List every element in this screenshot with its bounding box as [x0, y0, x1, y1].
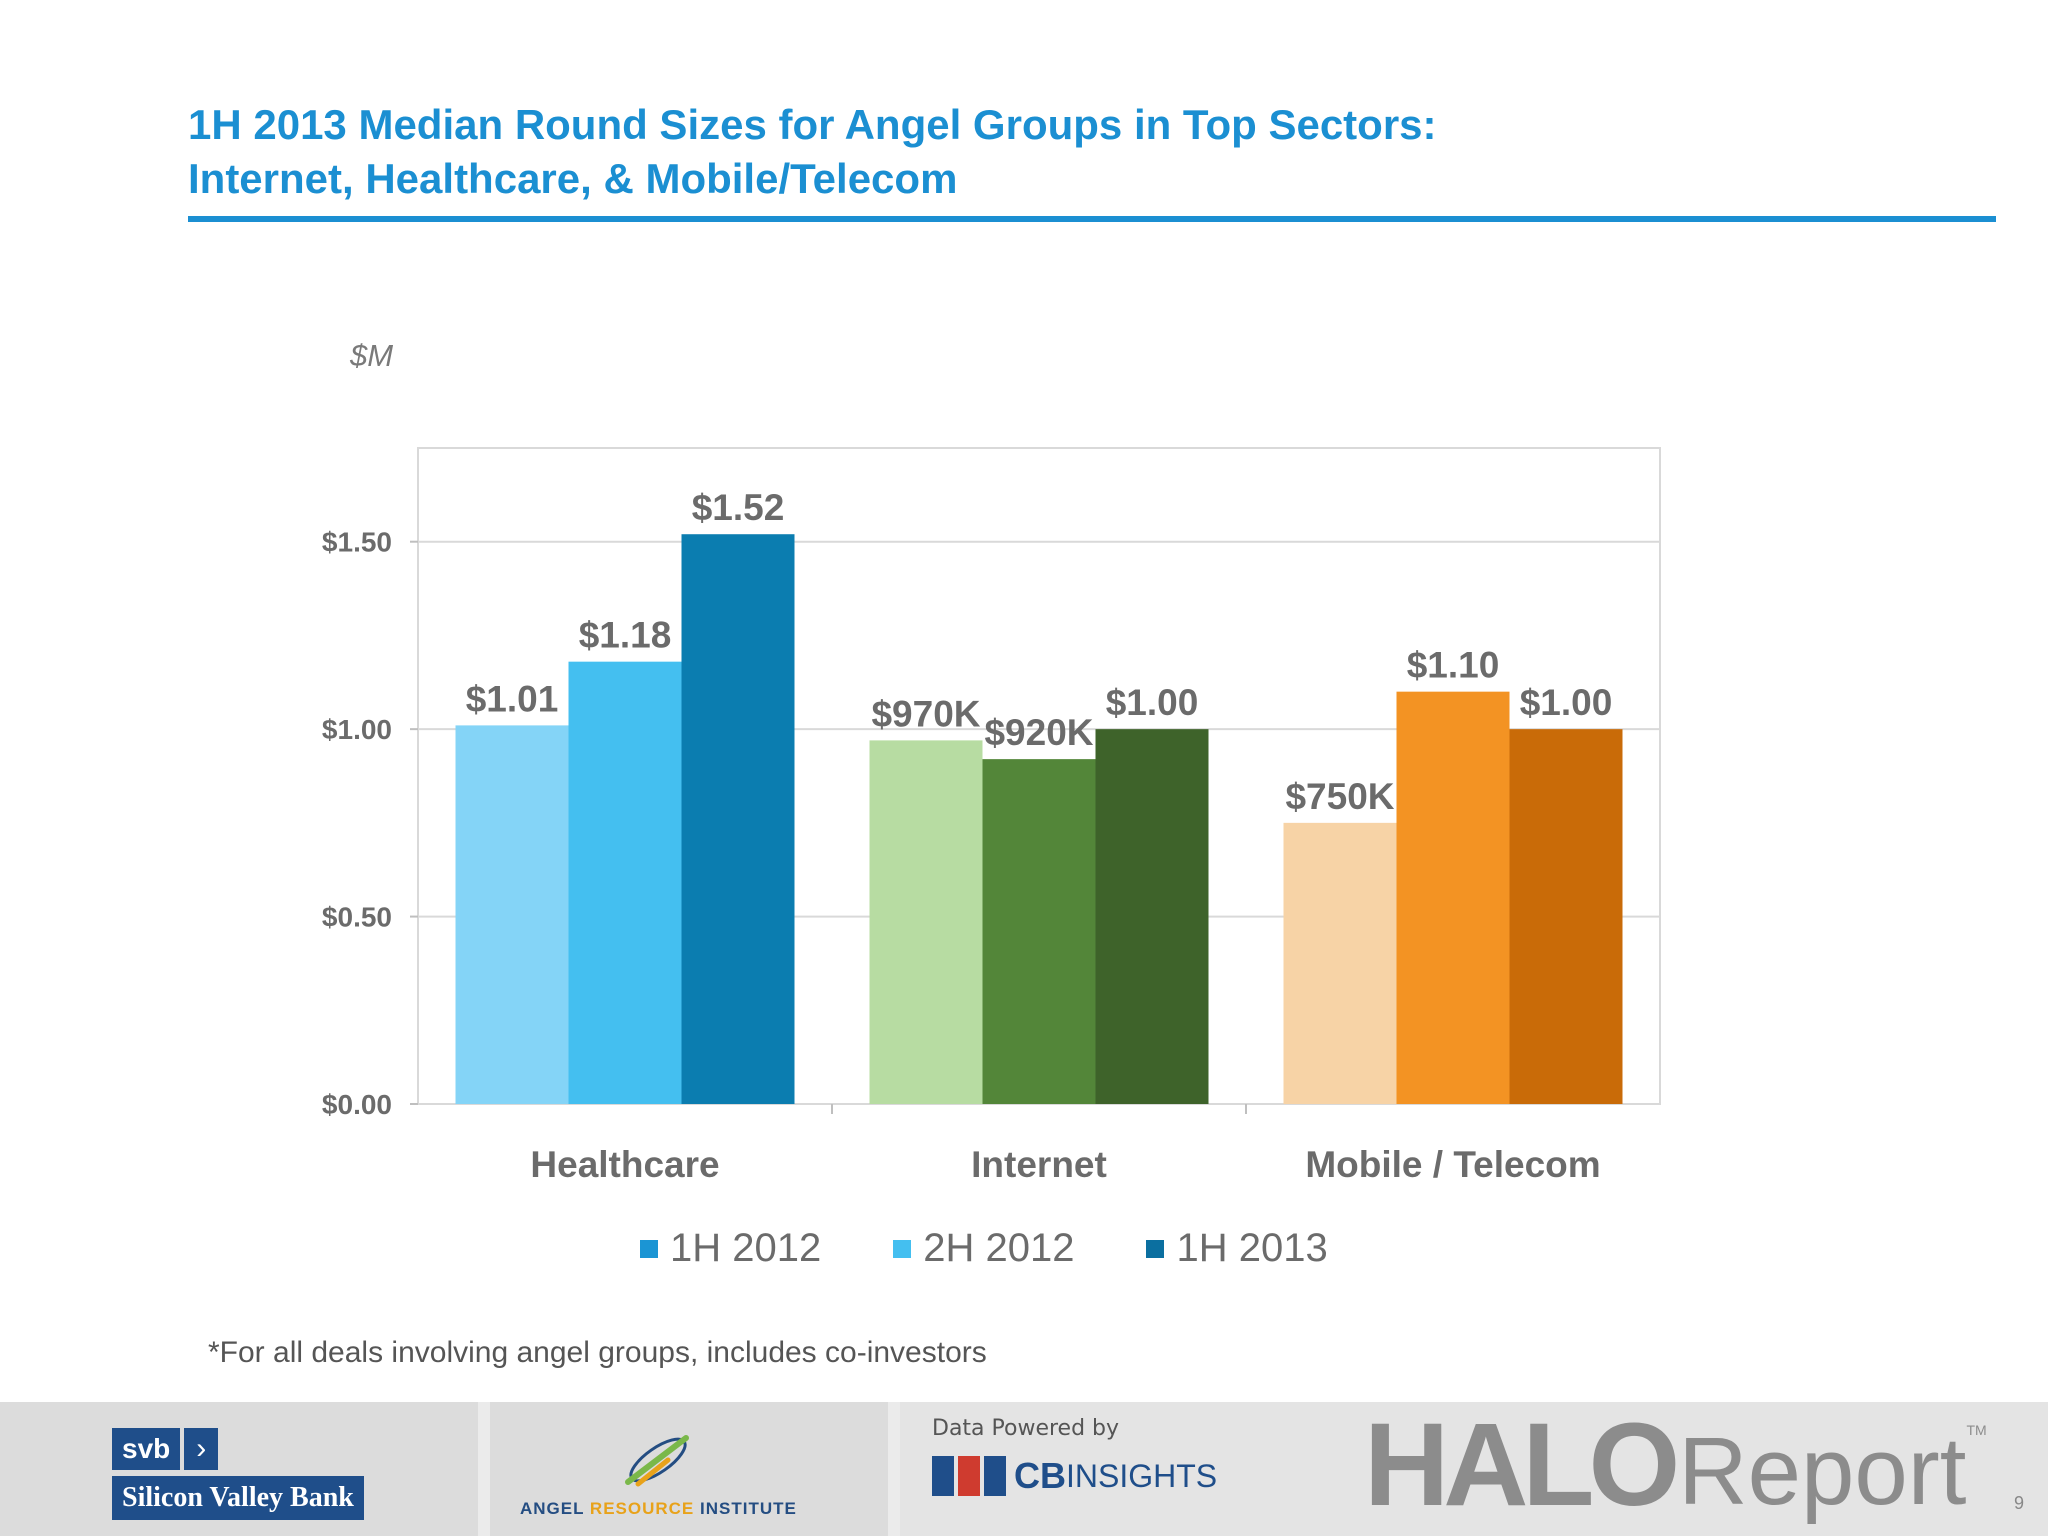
bar [1095, 729, 1209, 1104]
report-word: Report [1678, 1418, 1967, 1525]
ari-panel [490, 1402, 888, 1536]
data-label: $920K [984, 712, 1093, 753]
bar [568, 661, 682, 1104]
y-tick-label: $1.00 [322, 714, 392, 745]
legend-swatch [640, 1239, 658, 1258]
bar [455, 725, 569, 1104]
legend-swatch [1146, 1239, 1165, 1258]
trademark: TM [1966, 1422, 1987, 1438]
legend-label: 1H 2012 [670, 1226, 822, 1270]
bar [869, 740, 983, 1104]
ari-text-2: RESOURCE [589, 1499, 695, 1518]
data-label: $1.00 [1520, 682, 1613, 723]
ari-text-3: INSTITUTE [694, 1499, 797, 1518]
footnote: *For all deals involving angel groups, i… [208, 1336, 987, 1369]
title-underline [188, 216, 1996, 222]
svb-logo: svb › Silicon Valley Bank [112, 1428, 364, 1520]
data-label: $1.52 [692, 487, 785, 528]
x-category-label: Internet [971, 1144, 1107, 1185]
y-unit-label: $M [350, 338, 394, 373]
title-line-2: Internet, Healthcare, & Mobile/Telecom [188, 155, 958, 202]
insights-word: INSIGHTS [1066, 1457, 1218, 1494]
legend-label: 1H 2013 [1176, 1226, 1328, 1270]
x-category-label: Mobile / Telecom [1305, 1144, 1600, 1185]
chart-legend: 1H 2012 2H 2012 1H 2013 [640, 1226, 1400, 1271]
legend-swatch [893, 1239, 912, 1258]
legend-item: 1H 2012 [640, 1226, 821, 1271]
halo-panel [900, 1402, 2048, 1536]
legend-item: 2H 2012 [893, 1226, 1074, 1271]
data-label: $1.18 [579, 615, 672, 656]
y-tick-label: $0.50 [322, 902, 392, 933]
legend-item: 1H 2013 [1146, 1226, 1328, 1271]
bar [1509, 729, 1623, 1104]
title-line-1: 1H 2013 Median Round Sizes for Angel Gro… [188, 101, 1437, 148]
halo-report-logo: HALO Report TM [1364, 1399, 1987, 1531]
ari-logo: ANGEL RESOURCE INSTITUTE [520, 1430, 797, 1519]
data-label: $750K [1285, 776, 1394, 817]
footer-logos: svb › Silicon Valley Bank ANGEL RESOURCE… [0, 1402, 2048, 1536]
rocket-icon [625, 1435, 690, 1487]
y-tick-label: $1.50 [322, 527, 392, 558]
data-label: $1.10 [1407, 645, 1500, 686]
svb-short-label: svb [112, 1428, 181, 1470]
bar [982, 759, 1096, 1104]
bar [1283, 822, 1397, 1104]
y-tick-label: $0.00 [322, 1089, 392, 1120]
ari-text-1: ANGEL [520, 1499, 590, 1518]
halo-word: HALO [1364, 1399, 1680, 1531]
cb-powered-label: Data Powered by [932, 1416, 1120, 1441]
bar [1396, 691, 1510, 1104]
data-label: $1.01 [466, 678, 559, 719]
data-label: $1.00 [1106, 682, 1199, 723]
bar [681, 534, 795, 1104]
chevron-right-icon: › [184, 1428, 219, 1470]
cb-insights-logo: Data Powered by CB INSIGHTS [932, 1416, 1217, 1497]
bar-chart: $0.00 $0.50 $1.00 $1.50 $1.01 $1.18 $1.52 Healt… [322, 447, 1661, 1185]
page-number: 9 [2013, 1493, 2024, 1513]
cb-word: CB [1014, 1455, 1066, 1496]
data-label: $970K [871, 693, 980, 734]
legend-label: 2H 2012 [923, 1226, 1075, 1270]
slide-title: 1H 2013 Median Round Sizes for Angel Gro… [188, 98, 1988, 206]
cb-mark-icon [932, 1456, 1006, 1496]
svb-full-name: Silicon Valley Bank [112, 1476, 364, 1520]
x-category-label: Healthcare [530, 1144, 719, 1185]
